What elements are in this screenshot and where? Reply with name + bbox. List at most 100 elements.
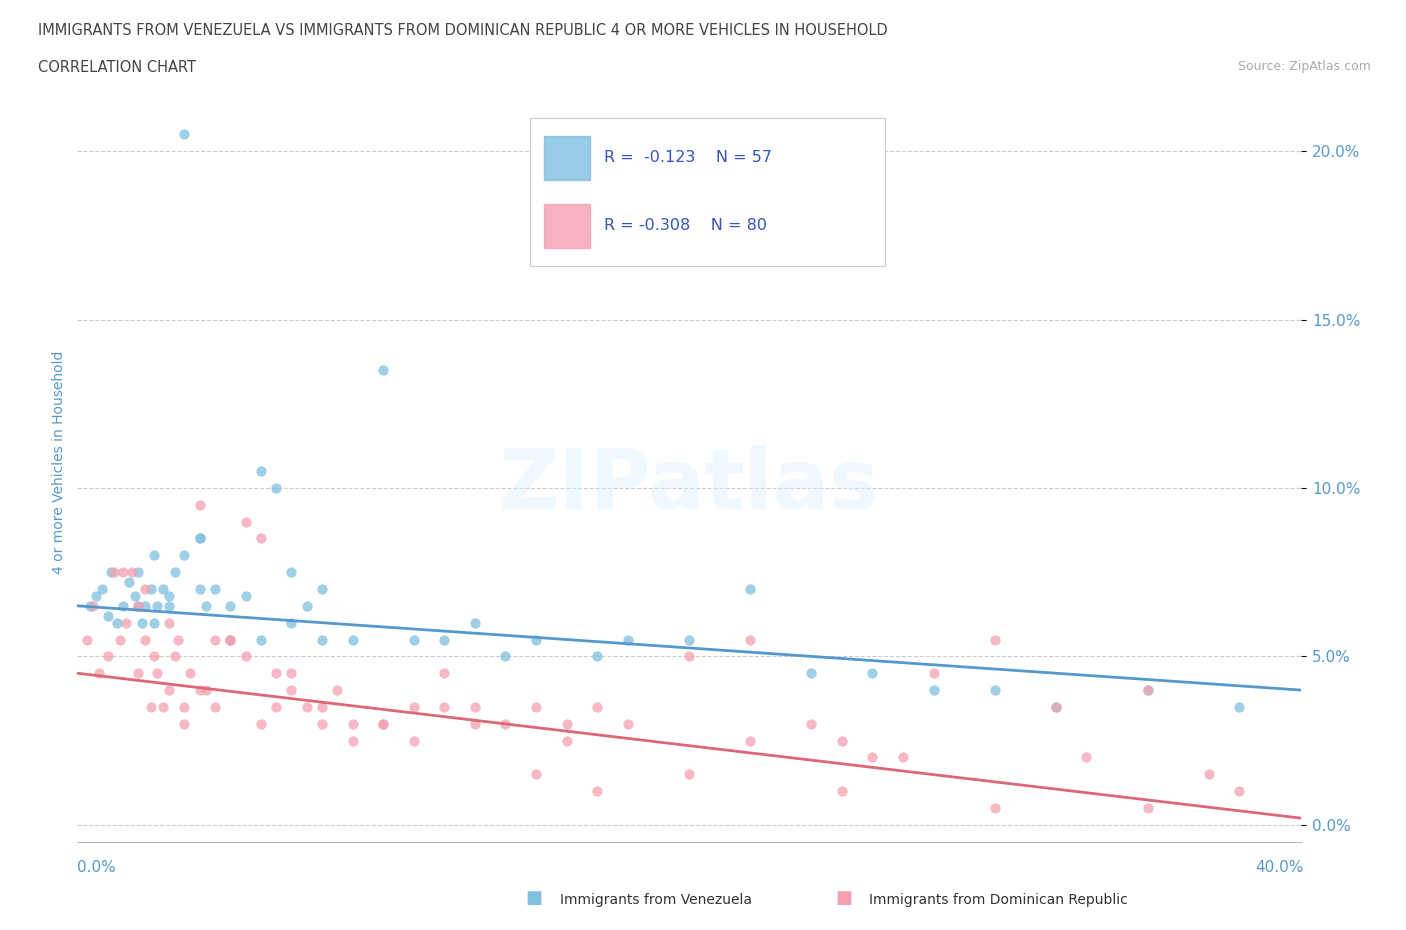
Point — [79, 598, 101, 613]
Point — [311, 632, 333, 647]
Point — [142, 548, 165, 563]
Point — [157, 598, 180, 613]
Point — [524, 699, 547, 714]
Point — [1136, 801, 1159, 816]
Point — [831, 733, 853, 748]
Point — [112, 598, 135, 613]
Point — [165, 565, 187, 579]
Point — [1076, 750, 1098, 764]
Point — [1229, 784, 1251, 799]
Point — [402, 699, 425, 714]
Point — [555, 716, 578, 731]
Point — [1045, 699, 1067, 714]
Point — [76, 632, 98, 647]
Point — [1198, 767, 1220, 782]
Point — [127, 598, 149, 613]
Point — [100, 565, 122, 579]
Point — [740, 581, 762, 596]
Point — [891, 750, 914, 764]
Point — [235, 514, 257, 529]
Point — [586, 649, 609, 664]
Point — [586, 784, 609, 799]
Point — [112, 565, 135, 579]
Point — [464, 699, 486, 714]
Point — [464, 616, 486, 631]
Point — [204, 581, 226, 596]
Point — [922, 666, 945, 681]
Point — [342, 632, 364, 647]
Point — [127, 565, 149, 579]
Point — [134, 581, 156, 596]
Point — [139, 581, 162, 596]
Point — [87, 666, 110, 681]
Point — [1136, 683, 1159, 698]
Point — [402, 632, 425, 647]
Point — [264, 666, 287, 681]
Point — [127, 598, 149, 613]
Point — [402, 733, 425, 748]
Point — [311, 581, 333, 596]
Point — [179, 666, 201, 681]
Point — [105, 616, 128, 631]
Point — [555, 733, 578, 748]
Point — [311, 699, 333, 714]
Point — [264, 699, 287, 714]
Point — [146, 666, 169, 681]
Point — [524, 767, 547, 782]
Point — [264, 481, 287, 496]
Point — [90, 581, 112, 596]
Point — [1136, 683, 1159, 698]
Point — [97, 649, 120, 664]
Point — [831, 784, 853, 799]
Point — [371, 363, 394, 378]
Point — [1045, 699, 1067, 714]
Point — [188, 498, 211, 512]
Point — [152, 581, 174, 596]
Point — [103, 565, 125, 579]
Point — [586, 699, 609, 714]
Point — [371, 716, 394, 731]
Point — [173, 548, 195, 563]
Point — [280, 565, 302, 579]
Point — [142, 649, 165, 664]
Point — [194, 598, 217, 613]
Text: CORRELATION CHART: CORRELATION CHART — [38, 60, 195, 75]
Text: 0.0%: 0.0% — [77, 860, 117, 875]
Point — [219, 632, 242, 647]
Point — [280, 683, 302, 698]
Point — [219, 598, 242, 613]
Point — [433, 666, 456, 681]
Point — [219, 632, 242, 647]
Point — [134, 598, 156, 613]
Point — [250, 632, 273, 647]
Point — [167, 632, 190, 647]
Text: ■: ■ — [835, 889, 852, 907]
Point — [250, 464, 273, 479]
Point — [371, 716, 394, 731]
Y-axis label: 4 or more Vehicles in Household: 4 or more Vehicles in Household — [52, 351, 66, 575]
Point — [127, 666, 149, 681]
Point — [219, 632, 242, 647]
Point — [280, 616, 302, 631]
Point — [97, 608, 120, 623]
Point — [740, 733, 762, 748]
Point — [139, 699, 162, 714]
Text: Immigrants from Dominican Republic: Immigrants from Dominican Republic — [869, 893, 1128, 907]
Point — [152, 699, 174, 714]
Point — [617, 716, 640, 731]
Point — [326, 683, 349, 698]
Point — [862, 666, 884, 681]
Point — [142, 616, 165, 631]
Point — [433, 699, 456, 714]
Point — [984, 683, 1007, 698]
Point — [157, 683, 180, 698]
Point — [295, 699, 318, 714]
Point — [342, 716, 364, 731]
Point — [524, 632, 547, 647]
Point — [740, 632, 762, 647]
Point — [311, 716, 333, 731]
Point — [678, 767, 700, 782]
Point — [188, 581, 211, 596]
Point — [204, 699, 226, 714]
Point — [984, 801, 1007, 816]
